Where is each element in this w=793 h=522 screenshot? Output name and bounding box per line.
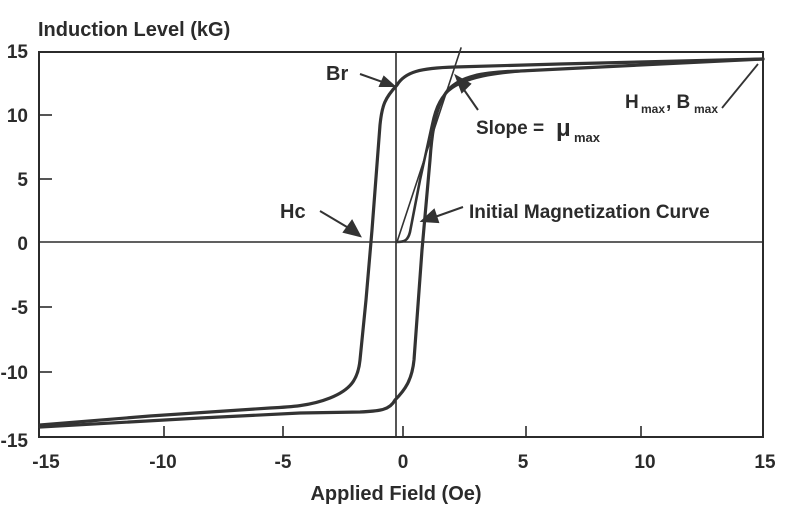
x-tick-labels: -15 -10 -5 0 5 10 15 xyxy=(32,452,776,473)
hc-label: Hc xyxy=(280,201,306,223)
svg-text:15: 15 xyxy=(754,452,776,473)
plot-frame xyxy=(38,51,764,438)
svg-text:5: 5 xyxy=(518,452,529,473)
y-ticks xyxy=(39,114,52,373)
svg-text:0: 0 xyxy=(398,452,409,473)
svg-text:0: 0 xyxy=(17,234,28,255)
svg-text:max: max xyxy=(574,130,601,145)
svg-text:-15: -15 xyxy=(32,452,60,473)
svg-text:-5: -5 xyxy=(11,298,28,319)
svg-text:5: 5 xyxy=(17,170,28,191)
descending-branch xyxy=(38,57,765,427)
svg-text:max: max xyxy=(694,102,718,116)
annotation-arrows xyxy=(319,63,759,238)
svg-text:-5: -5 xyxy=(275,452,292,473)
svg-text:10: 10 xyxy=(634,452,655,473)
svg-text:-10: -10 xyxy=(149,452,176,473)
x-axis-title: Applied Field (Oe) xyxy=(310,483,481,505)
svg-text:, B: , B xyxy=(666,92,690,113)
svg-text:-15: -15 xyxy=(1,431,29,452)
initial-magnetization-curve xyxy=(395,68,542,244)
x-ticks xyxy=(163,426,642,437)
svg-text:-10: -10 xyxy=(1,363,28,384)
hmax-bmax-label: H max , B max xyxy=(625,92,718,116)
br-label: Br xyxy=(326,63,348,85)
svg-text:max: max xyxy=(641,102,665,116)
svg-text:μ: μ xyxy=(556,115,571,142)
slope-line xyxy=(396,47,462,243)
y-tick-labels: 15 10 5 0 -5 -10 -15 xyxy=(1,42,29,452)
slope-label: Slope = μ max xyxy=(476,115,601,145)
svg-text:Slope =: Slope = xyxy=(476,118,544,139)
svg-text:15: 15 xyxy=(7,42,29,63)
svg-text:H: H xyxy=(625,92,639,113)
svg-text:10: 10 xyxy=(7,106,28,127)
y-axis-title: Induction Level (kG) xyxy=(38,19,230,41)
initial-magnetization-label: Initial Magnetization Curve xyxy=(469,202,710,223)
